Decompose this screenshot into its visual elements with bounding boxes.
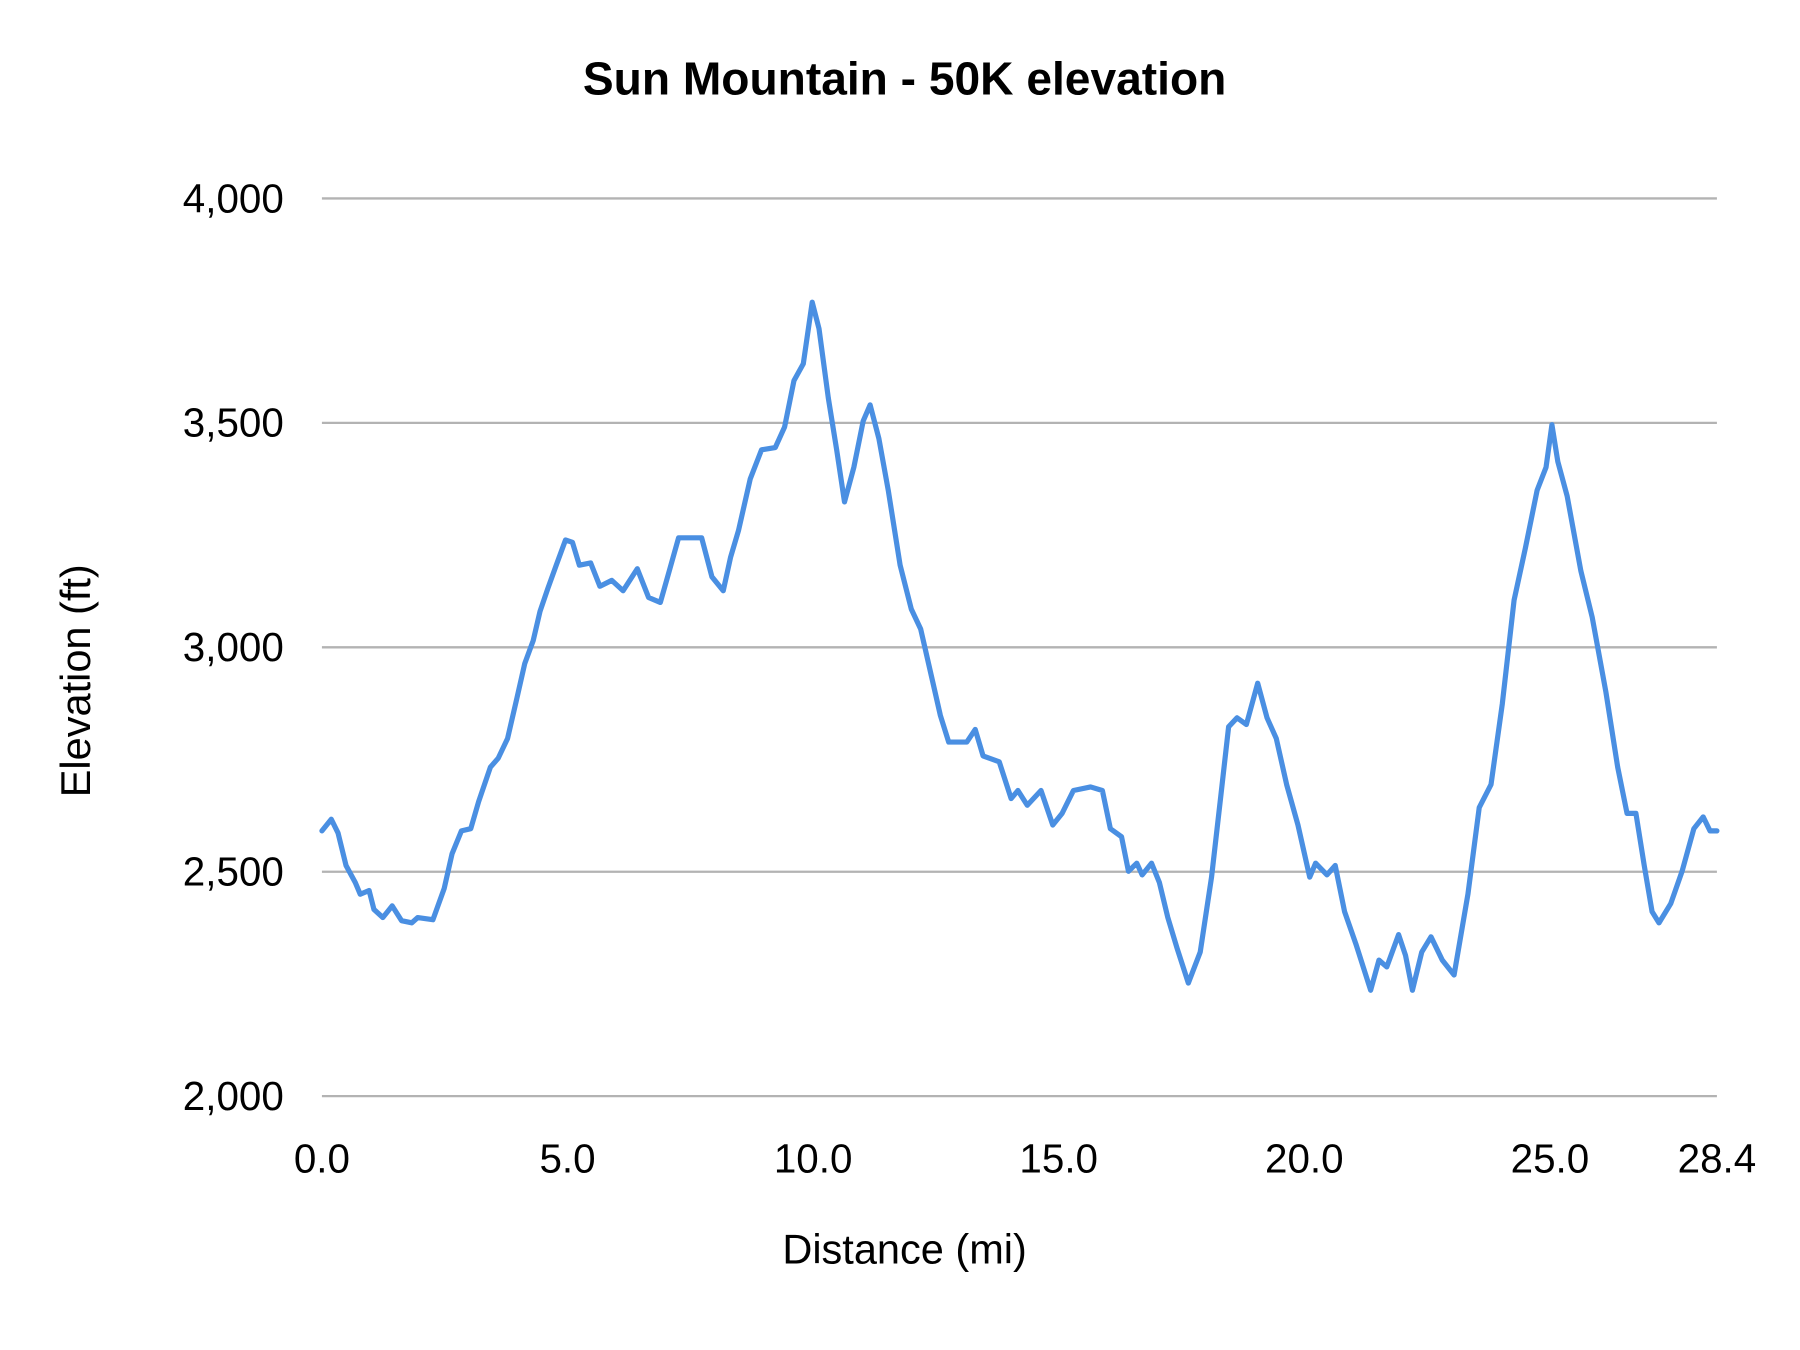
x-tick-label: 0.0 — [294, 1135, 350, 1181]
x-tick-label: 5.0 — [539, 1135, 595, 1181]
x-axis-ticks: 0.0 5.0 10.0 15.0 20.0 25.0 28.4 — [294, 1135, 1756, 1181]
y-tick-label: 4,000 — [183, 175, 284, 221]
elevation-series-line — [319, 299, 1720, 993]
y-tick-label: 2,500 — [183, 849, 284, 895]
y-tick-label: 3,500 — [183, 400, 284, 446]
x-tick-label: 15.0 — [1019, 1135, 1098, 1181]
y-axis-ticks: 2,000 2,500 3,000 3,500 4,000 — [183, 175, 284, 1119]
y-axis-label: Elevation (ft) — [52, 564, 99, 797]
x-tick-label: 10.0 — [774, 1135, 853, 1181]
x-tick-label: 25.0 — [1511, 1135, 1590, 1181]
chart-title: Sun Mountain - 50K elevation — [583, 53, 1226, 105]
x-tick-label: 20.0 — [1265, 1135, 1344, 1181]
x-tick-label: 28.4 — [1678, 1135, 1757, 1181]
y-tick-label: 2,000 — [183, 1073, 284, 1119]
gridlines — [321, 197, 1717, 1098]
x-axis-label: Distance (mi) — [782, 1225, 1027, 1272]
y-tick-label: 3,000 — [183, 624, 284, 670]
